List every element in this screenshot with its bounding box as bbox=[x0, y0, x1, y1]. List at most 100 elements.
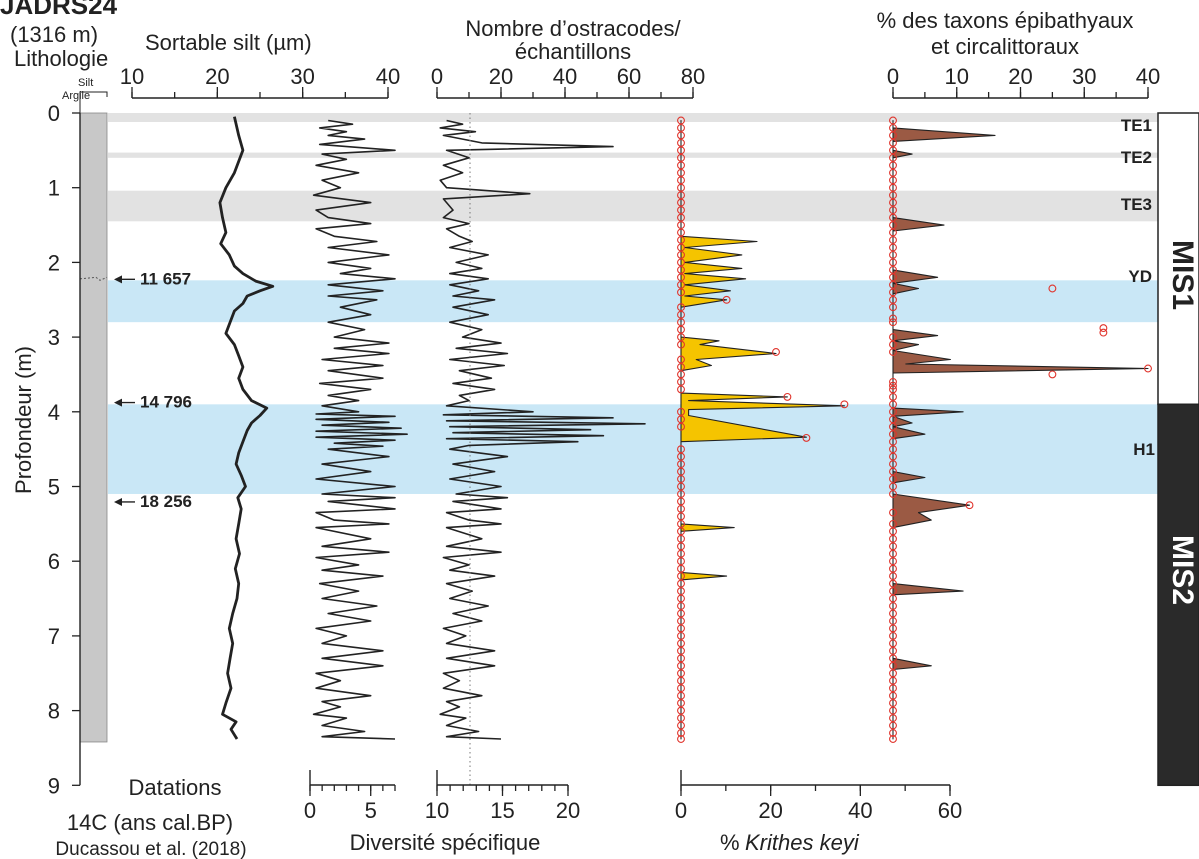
taxa-point bbox=[889, 460, 897, 469]
taxa-point bbox=[889, 594, 897, 603]
taxa-point bbox=[889, 280, 897, 289]
taxa-point bbox=[889, 564, 897, 573]
krithes-point bbox=[677, 198, 685, 207]
taxa-point bbox=[1048, 284, 1057, 293]
diversity-title: Diversité spécifique bbox=[350, 830, 541, 855]
taxa-point bbox=[889, 191, 897, 200]
taxa-point bbox=[889, 579, 897, 588]
y-tick-label: 2 bbox=[48, 250, 60, 275]
krithes-point bbox=[677, 654, 685, 663]
krithes-point bbox=[677, 676, 685, 685]
taxa-point bbox=[889, 572, 897, 581]
taxa-point bbox=[889, 273, 897, 282]
dating-arrowhead bbox=[114, 275, 122, 284]
dating-arrowhead bbox=[114, 497, 122, 506]
taxa-point bbox=[889, 161, 897, 170]
taxa-point bbox=[889, 661, 897, 670]
krithes-point bbox=[677, 265, 685, 274]
krithes-point bbox=[677, 310, 685, 319]
taxa-point bbox=[889, 721, 897, 730]
taxa-point bbox=[889, 639, 897, 648]
krithes-point bbox=[677, 123, 685, 132]
taxa-point bbox=[889, 437, 897, 446]
taxa-point bbox=[889, 706, 897, 715]
krithes-point bbox=[677, 385, 685, 394]
band-yd bbox=[108, 280, 1158, 323]
taxa-point bbox=[889, 153, 897, 162]
y-tick-label: 5 bbox=[48, 475, 60, 500]
taxa-point bbox=[889, 624, 897, 633]
krithes-point bbox=[677, 280, 685, 289]
taxa-top-axis-tick-label: 0 bbox=[887, 64, 899, 89]
taxa-point bbox=[889, 340, 897, 349]
taxa-point bbox=[889, 146, 897, 155]
taxa-point bbox=[889, 131, 897, 140]
krithes-point bbox=[677, 370, 685, 379]
krithes-point bbox=[677, 213, 685, 222]
taxa-point bbox=[889, 176, 897, 185]
krithes-point bbox=[677, 564, 685, 573]
taxa-point bbox=[889, 138, 897, 147]
krithes-point bbox=[677, 377, 685, 386]
band-h1 bbox=[108, 404, 1158, 494]
krithes-point bbox=[677, 497, 685, 506]
krithes-point bbox=[677, 617, 685, 625]
taxa-point bbox=[889, 348, 897, 356]
krithes-point bbox=[677, 191, 685, 200]
taxa-point bbox=[889, 206, 897, 215]
taxa-point bbox=[889, 377, 897, 386]
core-depth-label: (1316 m) bbox=[10, 22, 98, 47]
krithes-point bbox=[677, 519, 685, 528]
ostracod-bottom-axis-tick-label: 15 bbox=[490, 798, 514, 823]
taxa-point bbox=[889, 542, 897, 551]
taxa-point bbox=[1144, 364, 1152, 373]
taxa-point bbox=[889, 527, 897, 536]
taxa-point bbox=[889, 295, 897, 304]
diversity-line bbox=[312, 119, 408, 740]
krithes-title-species: Krithes keyi bbox=[745, 830, 860, 855]
krithes-point bbox=[677, 557, 685, 566]
silt-axis-tick-label: 20 bbox=[205, 64, 229, 89]
krithes-point bbox=[677, 422, 685, 431]
krithes-point bbox=[677, 490, 685, 498]
krithes-point bbox=[677, 288, 685, 297]
krithes-point bbox=[772, 348, 780, 356]
krithes-point bbox=[677, 512, 685, 521]
y-axis-label: Profondeur (m) bbox=[11, 346, 36, 494]
krithes-axis-tick-label: 40 bbox=[848, 798, 872, 823]
taxa-point bbox=[1099, 328, 1108, 337]
stage-mis2 bbox=[1157, 403, 1199, 787]
krithes-point bbox=[677, 691, 685, 700]
krithes-point bbox=[677, 729, 685, 737]
ostracod-top-axis-tick-label: 20 bbox=[489, 64, 513, 89]
krithes-point bbox=[677, 735, 685, 743]
taxa-point bbox=[889, 198, 897, 207]
axes-layer: 0 1 2 3 4 5 6 7 8 9 11 657 14 796 18 256 10 20 30 40 0 20 4… bbox=[48, 64, 1160, 823]
krithes-point bbox=[677, 407, 685, 416]
krithes-point bbox=[677, 325, 685, 334]
clay-label: Argile bbox=[62, 90, 90, 102]
ostracod-bottom-axis-tick-label: 20 bbox=[556, 798, 580, 823]
krithes-point bbox=[677, 161, 685, 170]
krithes-point bbox=[783, 392, 792, 401]
silt-axis-tick-label: 10 bbox=[120, 64, 144, 89]
taxa-point bbox=[889, 385, 897, 394]
taxa-point bbox=[889, 714, 897, 723]
taxa-point bbox=[889, 699, 897, 708]
taxa-point bbox=[889, 669, 897, 678]
krithes-point bbox=[677, 138, 685, 147]
taxa-point bbox=[889, 422, 897, 431]
krithes-point bbox=[677, 363, 685, 371]
taxa-top-axis-tick-label: 30 bbox=[1072, 64, 1096, 89]
krithes-point bbox=[677, 631, 685, 640]
krithes-point bbox=[677, 661, 685, 670]
ostracod-top-axis-tick-label: 40 bbox=[553, 64, 577, 89]
krithes-point bbox=[677, 639, 685, 648]
taxa-point bbox=[889, 400, 897, 409]
krithes-point bbox=[677, 504, 685, 513]
band-te3 bbox=[108, 190, 1158, 222]
krithes-point bbox=[677, 699, 685, 708]
taxa-point bbox=[889, 381, 897, 390]
band-label-te2: TE2 bbox=[1121, 148, 1152, 167]
